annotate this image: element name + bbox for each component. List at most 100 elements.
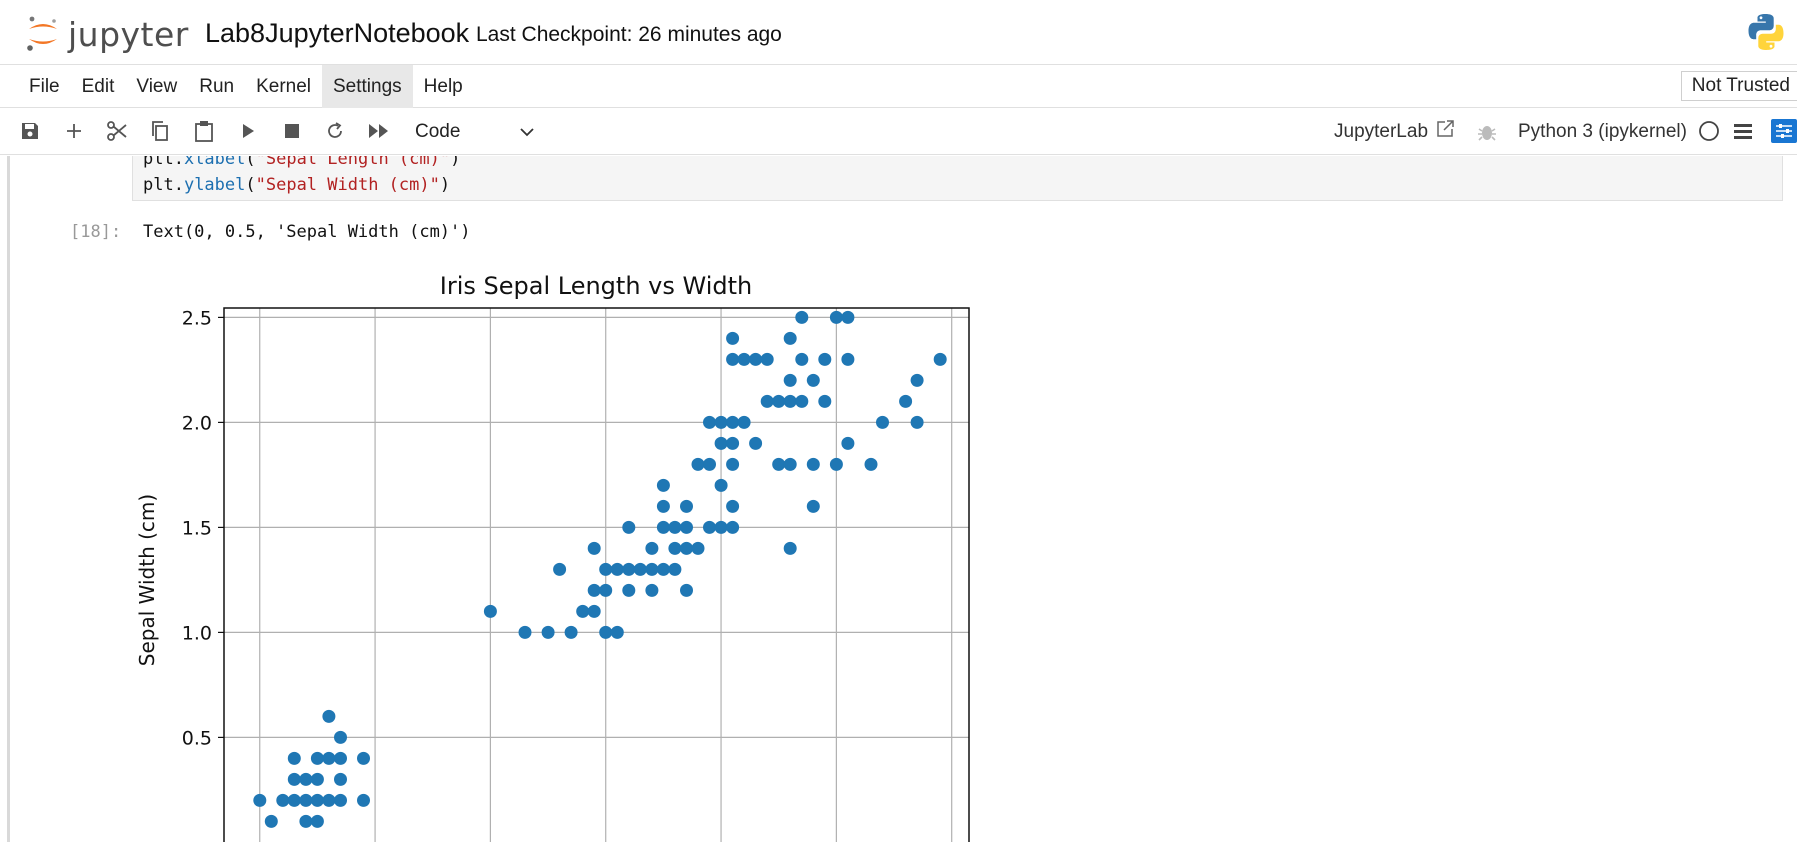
- chart-point: [726, 520, 740, 534]
- chart-y-tick-label: 0.5: [182, 727, 212, 749]
- chart-point: [841, 436, 855, 450]
- chart-y-axis-label: Sepal Width (cm): [135, 494, 159, 666]
- chart-point: [795, 352, 809, 366]
- circle-icon: [1699, 121, 1719, 141]
- code-line-ylabel: plt.ylabel("Sepal Width (cm)"): [143, 175, 451, 195]
- chart-point: [691, 457, 705, 471]
- chart-y-tick-label: 1.5: [182, 517, 212, 539]
- interrupt-button[interactable]: [280, 119, 304, 143]
- kernel-status-indicator: [1697, 119, 1721, 143]
- paste-button[interactable]: [192, 119, 216, 143]
- plus-icon: [67, 124, 81, 138]
- code-cell-input[interactable]: plt.xlabel("Sepal Length (cm)") plt.ylab…: [132, 156, 1783, 201]
- chart-point: [749, 436, 763, 450]
- chart-point: [264, 814, 278, 828]
- chart-point: [656, 478, 670, 492]
- chart-point: [518, 625, 532, 639]
- chart-point: [933, 352, 947, 366]
- notebook-title[interactable]: Lab8JupyterNotebook: [205, 18, 470, 48]
- restart-button[interactable]: [323, 119, 347, 143]
- menu-run[interactable]: Run: [199, 75, 235, 97]
- jupyterlab-label: JupyterLab: [1334, 121, 1429, 142]
- menu-settings[interactable]: Settings: [322, 64, 413, 108]
- cell-collapser-bar[interactable]: [7, 156, 10, 842]
- menu-bar: File Edit View Run Kernel Settings Help …: [0, 64, 1797, 108]
- save-icon: [22, 123, 38, 139]
- chart-point: [772, 457, 786, 471]
- chart-point: [553, 562, 567, 576]
- chart-point: [795, 394, 809, 408]
- chart-point: [726, 499, 740, 513]
- menu-view[interactable]: View: [136, 75, 178, 97]
- output-prompt: [18]:: [70, 222, 122, 242]
- property-inspector-button[interactable]: [1771, 119, 1797, 143]
- chart-point: [587, 541, 601, 555]
- chart-point: [910, 373, 924, 387]
- chart-points: [253, 310, 947, 828]
- chart-point: [726, 436, 740, 450]
- menu-help[interactable]: Help: [423, 75, 463, 97]
- chart-point: [910, 415, 924, 429]
- chart-point: [783, 394, 797, 408]
- chart-grid: [224, 308, 969, 842]
- chart-point: [541, 625, 555, 639]
- chart-point: [322, 709, 336, 723]
- chart-point: [357, 751, 370, 765]
- chart-point: [645, 562, 659, 576]
- jupyter-logo[interactable]: jupyter: [26, 14, 189, 54]
- trust-indicator[interactable]: Not Trusted: [1680, 71, 1797, 101]
- chart-point: [276, 793, 290, 807]
- refresh-icon: [328, 122, 342, 138]
- chart-point: [841, 310, 855, 324]
- kernel-name[interactable]: Python 3 (ipykernel): [1518, 121, 1687, 142]
- chart-point: [287, 793, 301, 807]
- cut-button[interactable]: [105, 119, 129, 143]
- chart-point: [322, 793, 336, 807]
- run-all-button[interactable]: [367, 119, 391, 143]
- chart-point: [806, 457, 820, 471]
- chart-point: [841, 352, 855, 366]
- clipboard-icon: [195, 121, 213, 142]
- copy-icon: [152, 121, 168, 141]
- chart-point: [287, 772, 301, 786]
- chart-point: [864, 457, 878, 471]
- chart-point: [783, 331, 797, 345]
- insert-cell-button[interactable]: [62, 119, 86, 143]
- menu-file[interactable]: File: [29, 75, 60, 97]
- jupyterlab-link[interactable]: JupyterLab: [1334, 118, 1455, 146]
- external-link-icon: [1437, 120, 1455, 137]
- chart-point: [599, 583, 613, 597]
- chart-point: [310, 772, 324, 786]
- chart-point: [680, 520, 693, 534]
- debugger-button[interactable]: [1475, 120, 1499, 144]
- play-icon: [243, 124, 254, 138]
- menu-toggle-button[interactable]: [1731, 119, 1755, 143]
- chart-point: [726, 331, 740, 345]
- chart-point: [783, 541, 797, 555]
- cell-type-value: Code: [415, 121, 461, 142]
- scatter-chart: Iris Sepal Length vs Width Sepal Width (…: [135, 272, 970, 842]
- save-button[interactable]: [18, 119, 42, 143]
- chart-y-ticks: 0.5 1.0 1.5 2.0 2.5: [182, 307, 224, 749]
- chart-point: [737, 415, 751, 429]
- chart-point: [806, 499, 820, 513]
- chart-point: [714, 436, 728, 450]
- copy-button[interactable]: [148, 119, 172, 143]
- chart-point: [668, 541, 682, 555]
- chart-point: [334, 751, 347, 765]
- scissors-icon: [107, 121, 127, 141]
- menu-kernel[interactable]: Kernel: [256, 75, 311, 97]
- chart-point: [622, 562, 636, 576]
- chart-point: [656, 520, 670, 534]
- cell-type-select[interactable]: Code: [415, 118, 535, 146]
- menu-edit[interactable]: Edit: [81, 75, 115, 97]
- chart-point: [576, 604, 590, 618]
- chart-point: [668, 562, 682, 576]
- chart-point: [818, 394, 832, 408]
- run-button[interactable]: [236, 119, 260, 143]
- chart-point: [691, 541, 705, 555]
- notebook-area: plt.xlabel("Sepal Length (cm)") plt.ylab…: [0, 156, 1797, 842]
- chart-point: [587, 604, 601, 618]
- stop-icon: [285, 124, 299, 138]
- chart-point: [726, 352, 740, 366]
